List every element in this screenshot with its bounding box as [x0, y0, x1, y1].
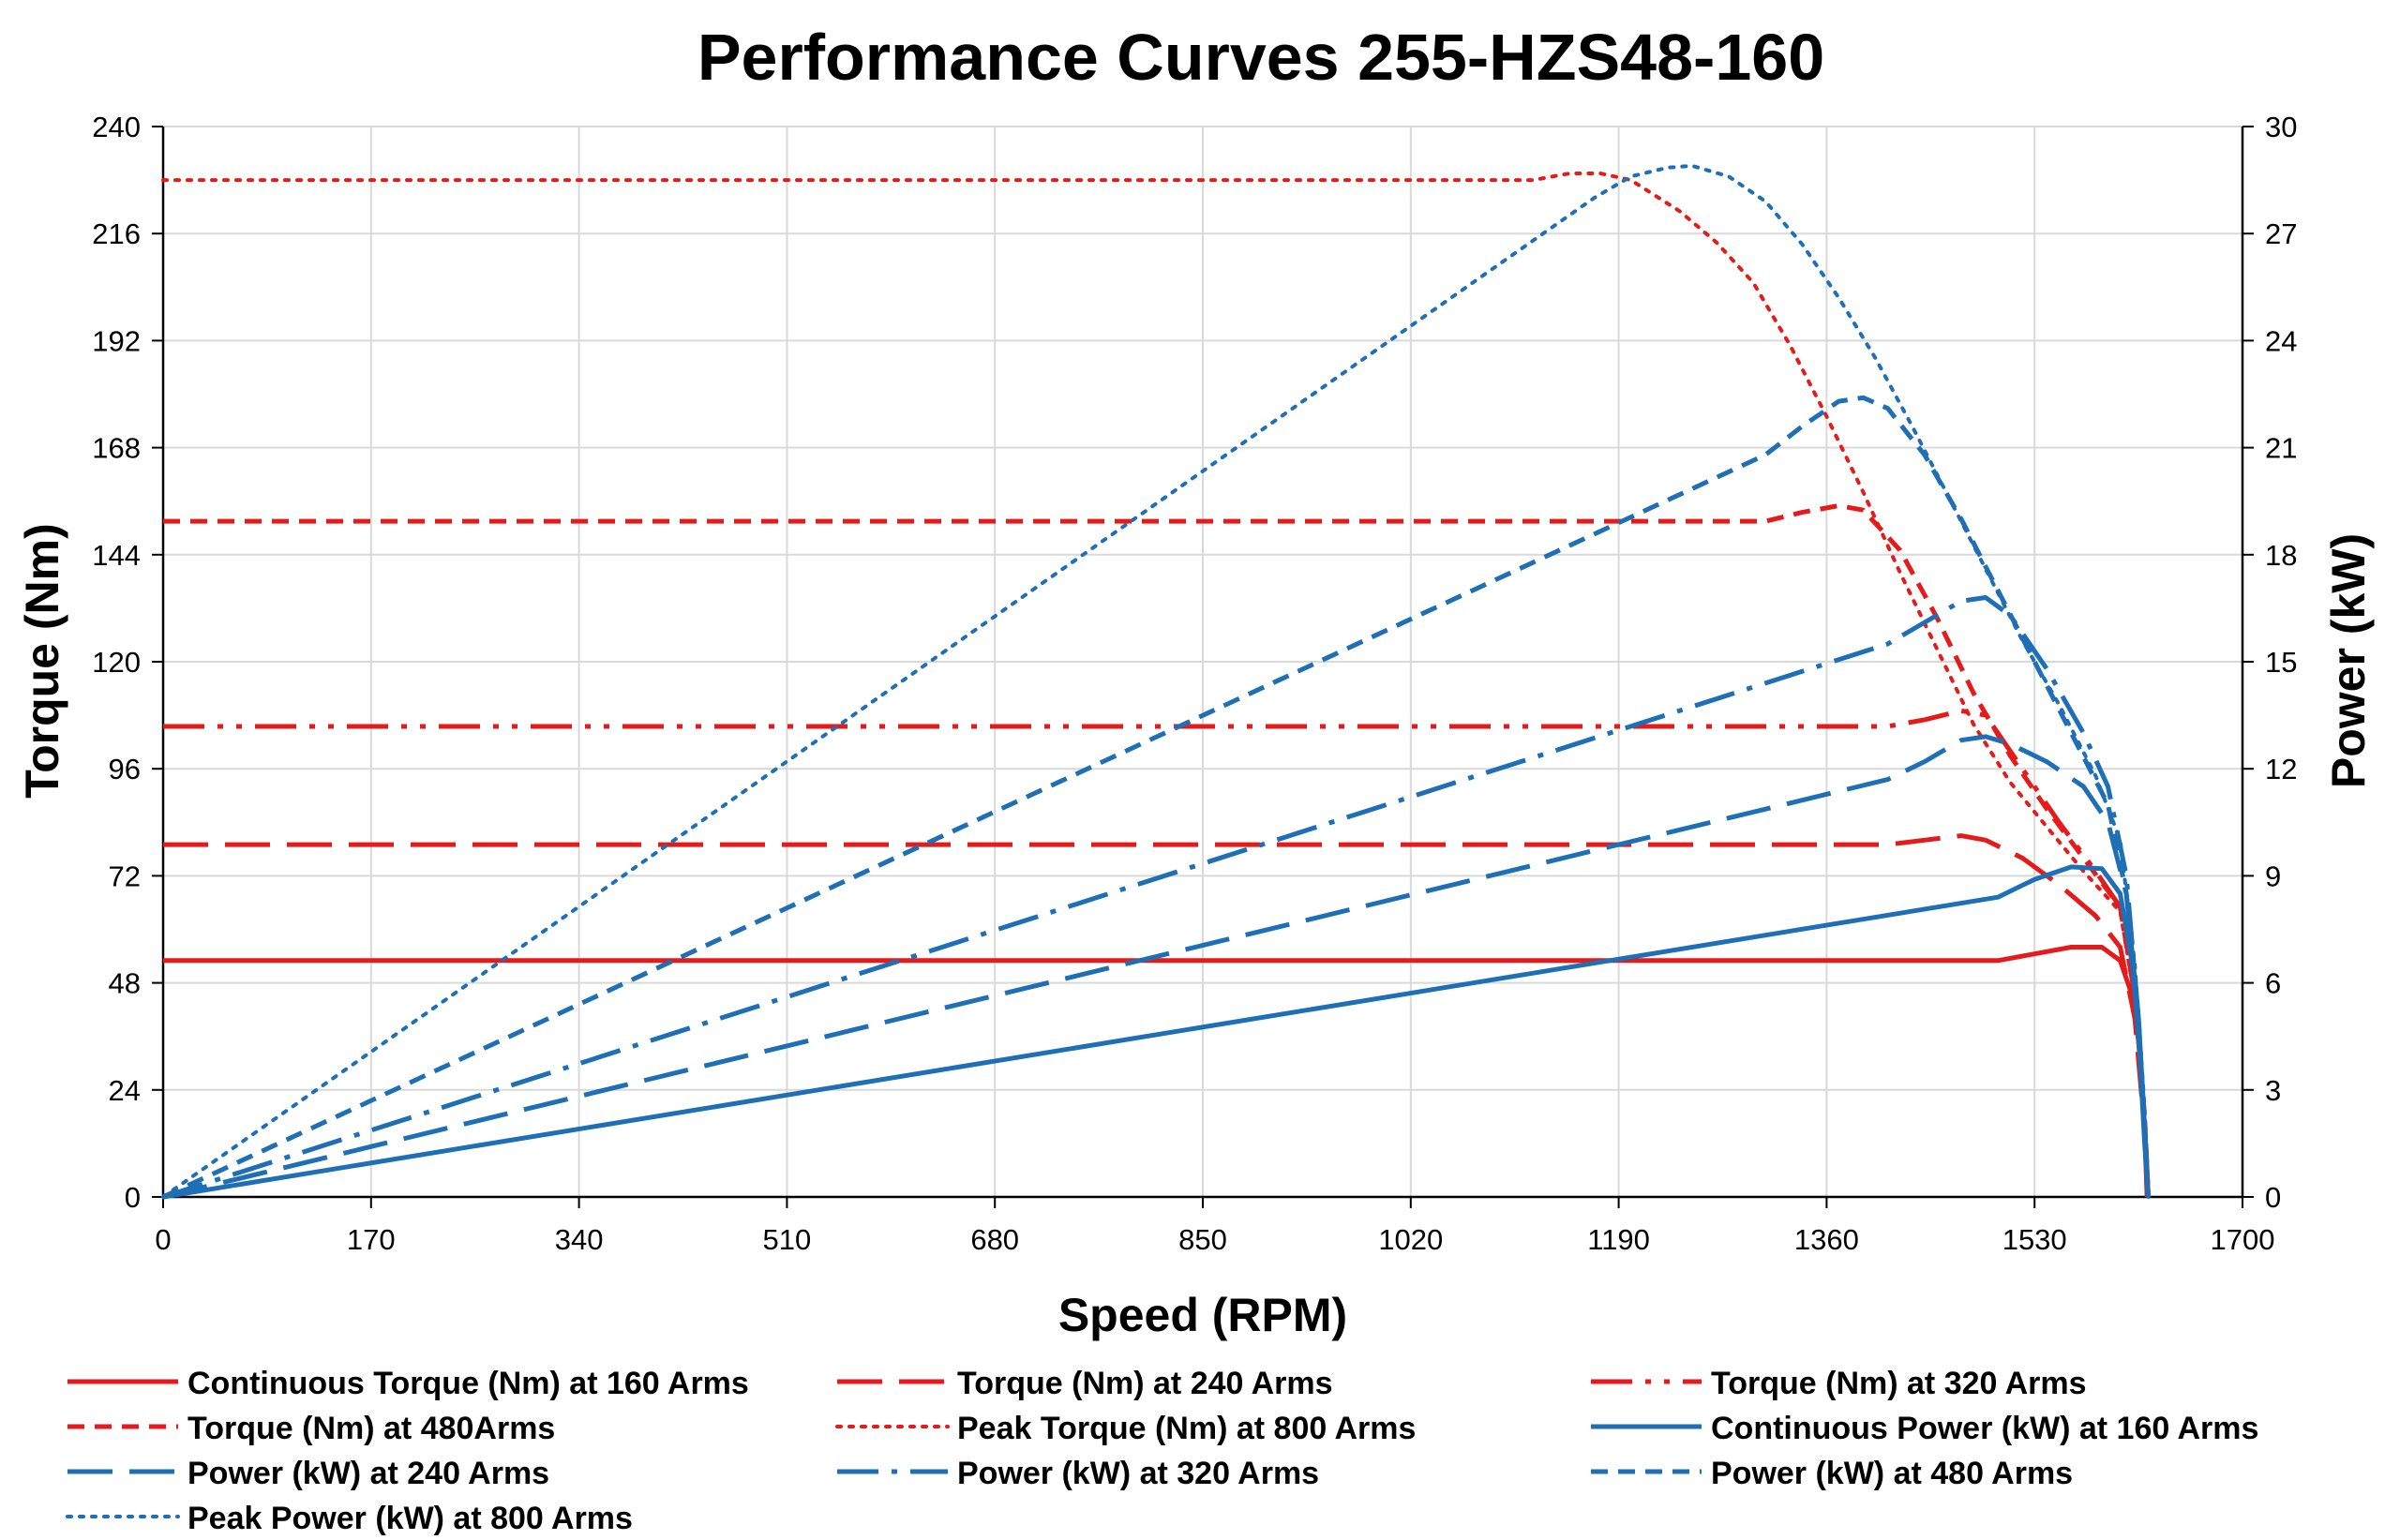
- y-right-tick-label: 3: [2265, 1074, 2281, 1107]
- series-line-continuous-power-kw-at-160-arms: [162, 864, 2151, 1200]
- legend-label-torque-nm-at-320-arms: Torque (Nm) at 320 Arms: [1711, 1366, 2087, 1401]
- x-tick-label: 0: [155, 1223, 171, 1256]
- legend-label-torque-nm-at-480arms: Torque (Nm) at 480Arms: [188, 1411, 555, 1446]
- y-left-tick-label: 72: [109, 860, 141, 892]
- y-right-tick-label: 24: [2265, 324, 2297, 357]
- series-line-power-kw-at-320-arms: [162, 595, 2151, 1200]
- y-left-tick-label: 96: [109, 753, 141, 785]
- x-tick-label: 850: [1178, 1223, 1227, 1256]
- x-tick-label: 1700: [2211, 1223, 2275, 1256]
- y-right-tick-label: 18: [2265, 539, 2297, 572]
- y-left-tick-label: 192: [92, 324, 141, 357]
- y-left-tick-label: 48: [109, 967, 141, 1000]
- legend-label-power-kw-at-240-arms: Power (kW) at 240 Arms: [188, 1456, 549, 1491]
- y-left-tick-label: 0: [125, 1181, 141, 1214]
- y-right-tick-label: 30: [2265, 111, 2297, 143]
- legend-label-power-kw-at-480-arms: Power (kW) at 480 Arms: [1711, 1456, 2073, 1491]
- y-left-tick-label: 24: [109, 1074, 141, 1107]
- legend-label-peak-power-kw-at-800-arms: Peak Power (kW) at 800 Arms: [188, 1501, 633, 1536]
- legend-label-power-kw-at-320-arms: Power (kW) at 320 Arms: [957, 1456, 1319, 1491]
- y-right-tick-label: 0: [2265, 1181, 2281, 1214]
- y-left-tick-label: 168: [92, 432, 141, 465]
- legend-label-torque-nm-at-240-arms: Torque (Nm) at 240 Arms: [957, 1366, 1333, 1401]
- series-line-torque-nm-at-240-arms: [163, 833, 2151, 1198]
- x-tick-label: 1530: [2002, 1223, 2067, 1256]
- legend-label-peak-torque-nm-at-800-arms: Peak Torque (Nm) at 800 Arms: [957, 1411, 1416, 1446]
- y-right-tick-label: 12: [2265, 753, 2297, 785]
- x-tick-label: 1020: [1378, 1223, 1443, 1256]
- series-line-peak-power-kw-at-800-arms: [161, 163, 2151, 1199]
- series-line-torque-nm-at-320-arms: [163, 708, 2151, 1198]
- x-tick-label: 680: [970, 1223, 1019, 1256]
- legend-label-continuous-torque-nm-at-160-arms: Continuous Torque (Nm) at 160 Arms: [188, 1366, 749, 1401]
- y-left-tick-label: 120: [92, 646, 141, 679]
- x-tick-label: 1360: [1794, 1223, 1859, 1256]
- x-tick-label: 510: [763, 1223, 812, 1256]
- x-tick-label: 170: [347, 1223, 396, 1256]
- y-left-tick-label: 144: [92, 539, 141, 572]
- y-left-tick-label: 240: [92, 111, 141, 143]
- legend: Continuous Torque (Nm) at 160 Arms Torque…: [66, 1366, 2258, 1536]
- y-axis-left-title: Torque (Nm): [16, 523, 68, 798]
- axes: [152, 126, 2254, 1208]
- y-right-tick-label: 21: [2265, 432, 2297, 465]
- series-line-power-kw-at-240-arms: [162, 734, 2151, 1200]
- series-line-power-kw-at-480-arms: [161, 395, 2151, 1200]
- series-line-continuous-torque-nm-at-160-arms: [163, 945, 2150, 1198]
- series-lines: [161, 163, 2151, 1200]
- y-axis-right-title: Power (kW): [2322, 533, 2375, 788]
- legend-label-continuous-power-kw-at-160-arms: Continuous Power (kW) at 160 Arms: [1711, 1411, 2258, 1446]
- series-line-torque-nm-at-480arms: [163, 503, 2151, 1198]
- tick-labels: 0 170 340 510 680 850 1020 1190 1360 1530 17000244…: [92, 111, 2297, 1256]
- y-right-tick-label: 27: [2265, 217, 2297, 250]
- grid-lines: [162, 126, 2243, 1198]
- y-right-tick-label: 9: [2265, 860, 2281, 892]
- chart-title: Performance Curves 255-HZS48-160: [698, 21, 1824, 94]
- y-right-tick-label: 15: [2265, 646, 2297, 679]
- y-right-tick-label: 6: [2265, 967, 2281, 1000]
- x-axis-title: Speed (RPM): [1058, 1289, 1347, 1341]
- series-line-peak-torque-nm-at-800-arms: [161, 172, 2151, 1199]
- x-tick-label: 340: [555, 1223, 604, 1256]
- x-tick-label: 1190: [1587, 1223, 1650, 1256]
- y-left-tick-label: 216: [92, 217, 141, 250]
